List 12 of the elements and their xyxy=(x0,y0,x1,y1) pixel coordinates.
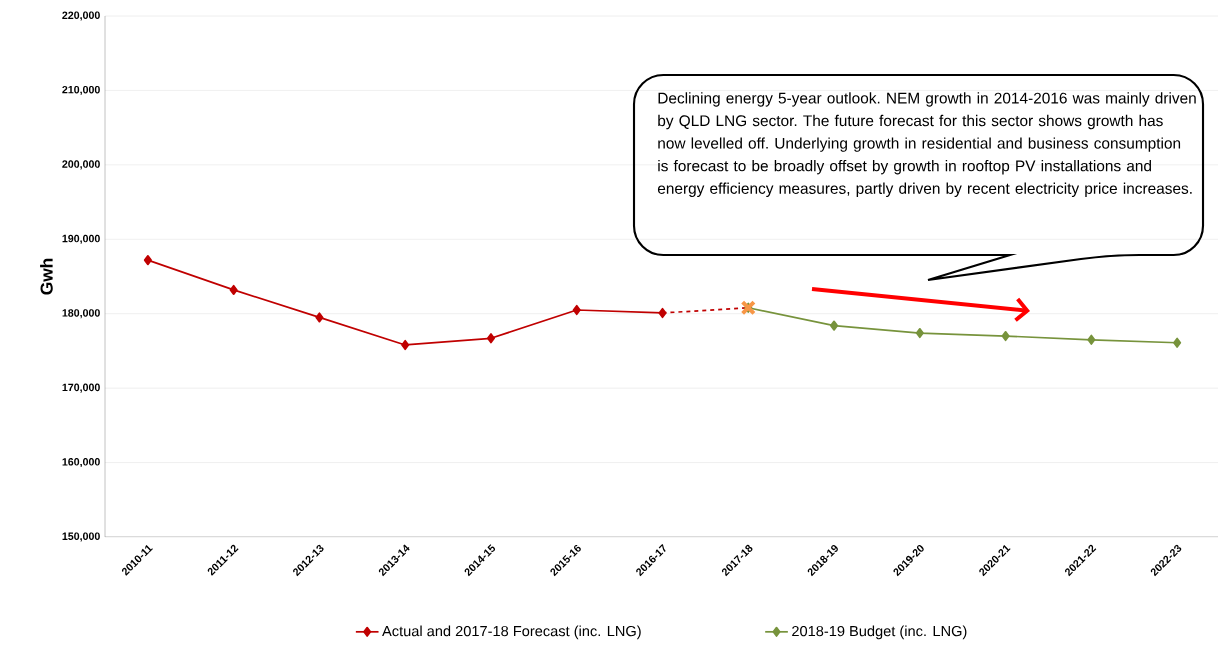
y-tick-label: 180,000 xyxy=(62,309,100,319)
y-tick-label: 210,000 xyxy=(62,85,100,95)
y-tick-label: 150,000 xyxy=(62,532,100,542)
y-tick-label: 170,000 xyxy=(62,383,100,393)
y-tick-label: 200,000 xyxy=(62,160,100,170)
legend-label: 2018-19 Budget (inc. LNG) xyxy=(792,625,967,640)
y-tick-label: 160,000 xyxy=(62,458,100,468)
legend-label: Actual and 2017-18 Forecast (inc. LNG) xyxy=(382,625,641,640)
annotation: Declining energy 5-year outlook. NEM growth in 2014-2016 was mainly driven by QLD LNG sector. The future forecast for this sector shows growth has now levelled off. Underlying growth in residential and business consumption is forecast to be broadly offset by growth in rooftop PV installations and energy efficiency measures, partly driven by recent electricity price increases. xyxy=(657,92,1196,197)
y-axis-title: Gwh xyxy=(40,258,53,295)
y-tick-label: 190,000 xyxy=(62,234,100,244)
y-tick-label: 220,000 xyxy=(62,11,100,21)
